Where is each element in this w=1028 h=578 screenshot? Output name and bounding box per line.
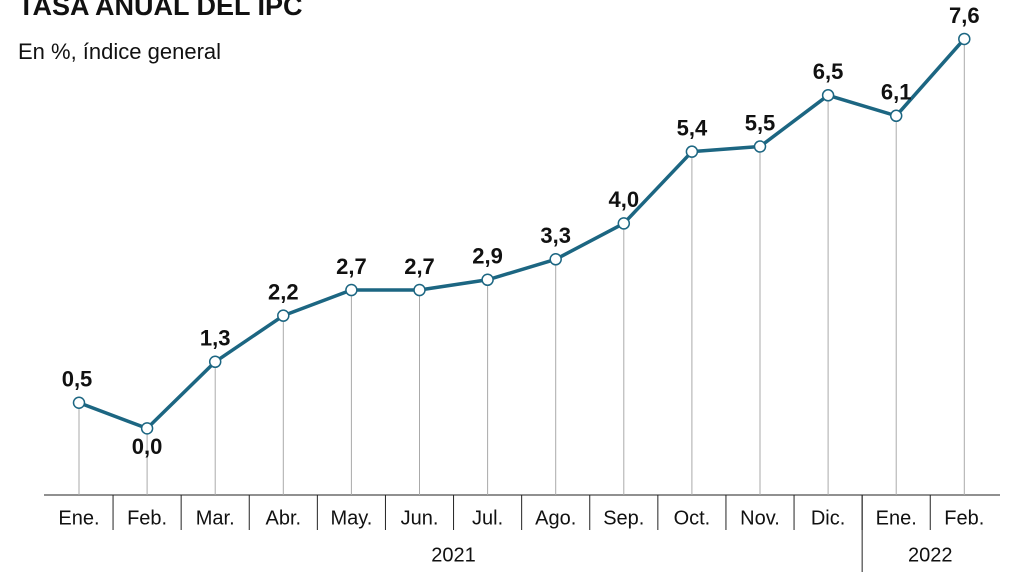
- group-label: 2022: [908, 544, 953, 566]
- data-point: [753, 140, 767, 153]
- x-tick-label: Dic.: [811, 507, 845, 529]
- x-tick-label: Ene.: [876, 507, 917, 529]
- value-label: 7,6: [949, 3, 980, 28]
- series-line: [78, 37, 966, 431]
- value-label: 1,3: [200, 326, 231, 351]
- data-point: [685, 145, 699, 158]
- value-label: 5,5: [745, 110, 776, 135]
- data-point: [617, 217, 631, 230]
- data-point: [208, 355, 222, 369]
- data-point: [277, 309, 290, 322]
- value-label: 6,1: [881, 80, 912, 105]
- group-label: 2021: [431, 544, 476, 566]
- data-point: [481, 273, 494, 287]
- data-point: [413, 283, 426, 297]
- x-tick-label: Abr.: [266, 507, 302, 529]
- data-point: [549, 253, 562, 266]
- x-tick-label: Sep.: [603, 507, 644, 529]
- value-label: 2,7: [404, 254, 435, 279]
- x-tick-label: Ago.: [535, 507, 576, 529]
- value-label: 0,0: [132, 434, 163, 459]
- x-tick-label: Feb.: [127, 507, 167, 529]
- chart-title: TASA ANUAL DEL IPC: [18, 0, 303, 21]
- x-tick-label: Feb.: [944, 507, 984, 529]
- x-tick-label: Nov.: [740, 507, 780, 529]
- value-label: 6,5: [813, 59, 844, 84]
- data-point: [958, 32, 971, 46]
- x-tick-label: Jun.: [401, 507, 439, 529]
- data-point: [140, 422, 154, 435]
- chart-subtitle: En %, índice general: [18, 39, 221, 64]
- x-tick-label: Jul.: [472, 507, 503, 529]
- value-label: 0,5: [62, 367, 93, 392]
- value-label: 2,7: [336, 254, 367, 279]
- x-tick-label: May.: [330, 507, 372, 529]
- data-point: [72, 396, 86, 410]
- data-point: [345, 283, 358, 297]
- value-label: 4,0: [609, 187, 640, 212]
- x-tick-label: Mar.: [196, 507, 235, 529]
- x-tick-label: Ene.: [58, 507, 99, 529]
- x-tick-label: Oct.: [674, 507, 711, 529]
- value-label: 2,9: [472, 244, 503, 269]
- data-point: [889, 109, 903, 123]
- value-label: 3,3: [540, 223, 571, 248]
- value-label: 2,2: [268, 279, 299, 304]
- data-point: [821, 89, 835, 102]
- value-label: 5,4: [677, 115, 708, 140]
